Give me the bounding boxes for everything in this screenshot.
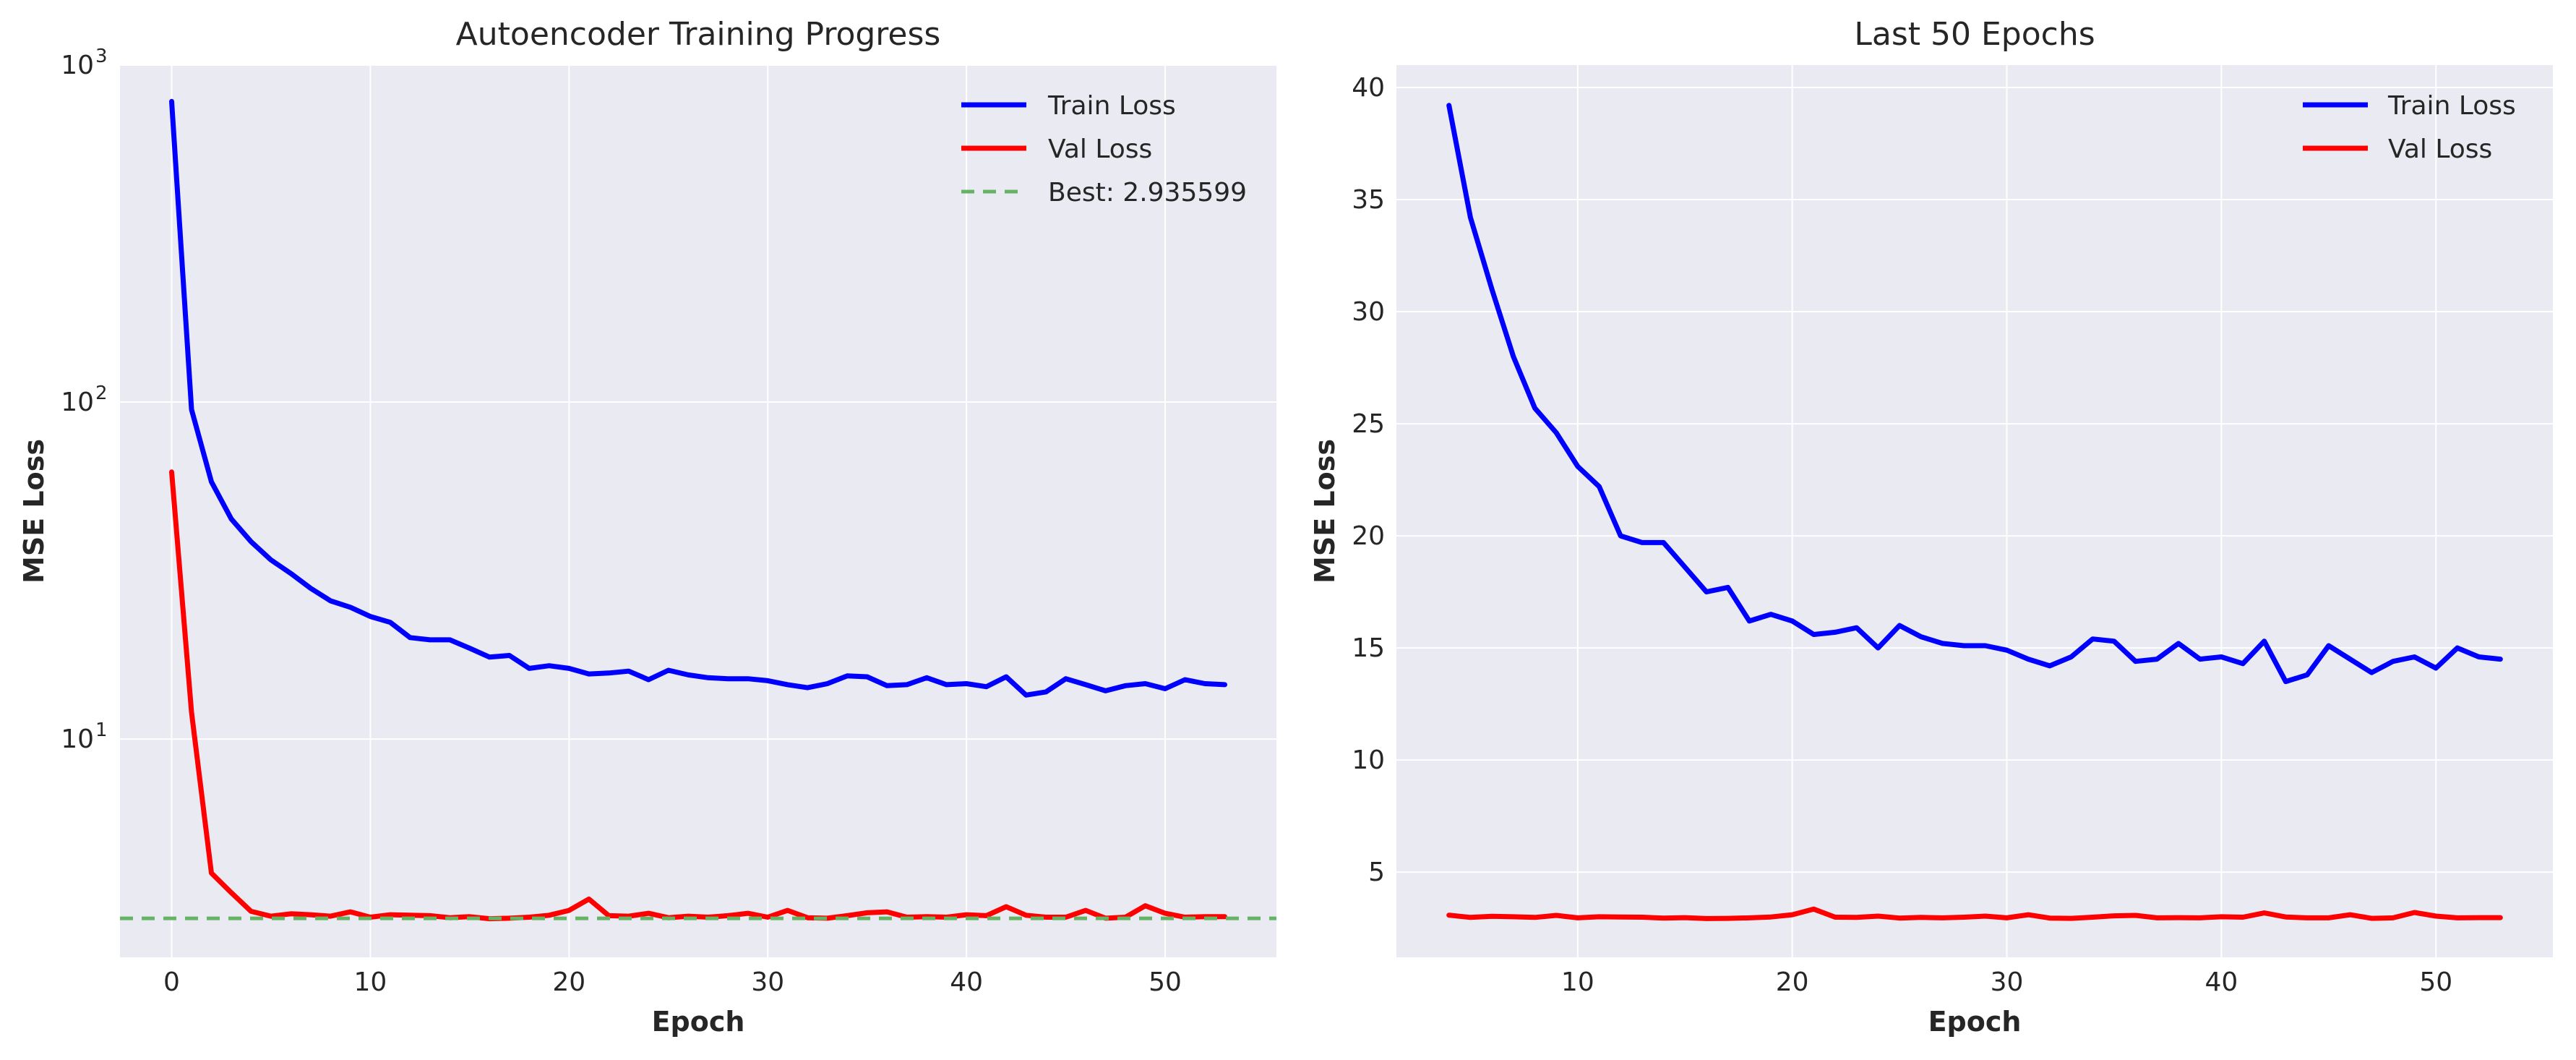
axes-background — [120, 65, 1276, 957]
y-tick-label: 5 — [1368, 858, 1385, 887]
x-tick-label: 30 — [1991, 967, 2024, 997]
x-tick-label: 40 — [950, 967, 983, 997]
series — [120, 98, 1276, 922]
grid — [1396, 65, 2553, 957]
x-tick-label: 20 — [552, 967, 585, 997]
y-axis-label: MSE Loss — [18, 439, 50, 584]
legend-label-train: Train Loss — [1047, 91, 1176, 121]
legend-label-val: Val Loss — [2388, 134, 2492, 164]
series-line-train-loss — [1446, 103, 2503, 685]
series-line-val-loss — [169, 469, 1227, 922]
x-tick-label: 0 — [163, 967, 180, 997]
y-tick-exponent: 1 — [95, 719, 108, 741]
y-tick-label: 40 — [1352, 73, 1385, 103]
ticks: 10 20 30 40 50 5 10 15 20 25 30 35 40 — [1352, 73, 2452, 997]
legend: Train Loss Val Loss — [2303, 91, 2516, 164]
y-tick-label: 15 — [1352, 633, 1385, 663]
x-tick-label: 50 — [2419, 967, 2452, 997]
legend-label-best: Best: 2.935599 — [1048, 178, 1247, 208]
series-line-train-loss — [169, 98, 1227, 698]
legend-label-val: Val Loss — [1048, 134, 1152, 164]
x-tick-label: 10 — [1561, 967, 1594, 997]
x-tick-label: 30 — [751, 967, 784, 997]
x-tick-label: 50 — [1149, 967, 1182, 997]
x-axis-label: Epoch — [652, 1006, 745, 1038]
y-tick-exponent: 2 — [95, 382, 108, 404]
y-tick-label: 10 — [61, 725, 94, 754]
y-tick-label: 10 — [61, 51, 94, 80]
y-axis-label: MSE Loss — [1309, 439, 1341, 584]
x-axis-label: Epoch — [1928, 1006, 2022, 1038]
chart-title: Autoencoder Training Progress — [456, 16, 941, 53]
x-tick-label: 10 — [353, 967, 387, 997]
grid — [120, 64, 1276, 957]
chart-title: Last 50 Epochs — [1854, 16, 2095, 53]
x-tick-label: 20 — [1776, 967, 1809, 997]
series — [1446, 103, 2503, 921]
loss-chart-last-50: 10 20 30 40 50 5 10 15 20 25 30 35 40 Last 50 Epochs… — [1309, 16, 2553, 1038]
y-tick-label: 25 — [1352, 409, 1385, 439]
y-tick-exponent: 3 — [95, 46, 108, 67]
y-tick-label: 10 — [61, 388, 94, 417]
y-tick-label: 30 — [1352, 297, 1385, 327]
legend-label-train: Train Loss — [2387, 91, 2516, 121]
x-tick-label: 40 — [2204, 967, 2238, 997]
axes-background — [1396, 65, 2553, 957]
legend: Train Loss Val Loss Best: 2.935599 — [961, 91, 1247, 208]
y-tick-label: 35 — [1352, 185, 1385, 215]
series-line-val-loss — [1446, 906, 2503, 921]
y-tick-label: 10 — [1352, 745, 1385, 775]
y-tick-label: 20 — [1352, 521, 1385, 551]
